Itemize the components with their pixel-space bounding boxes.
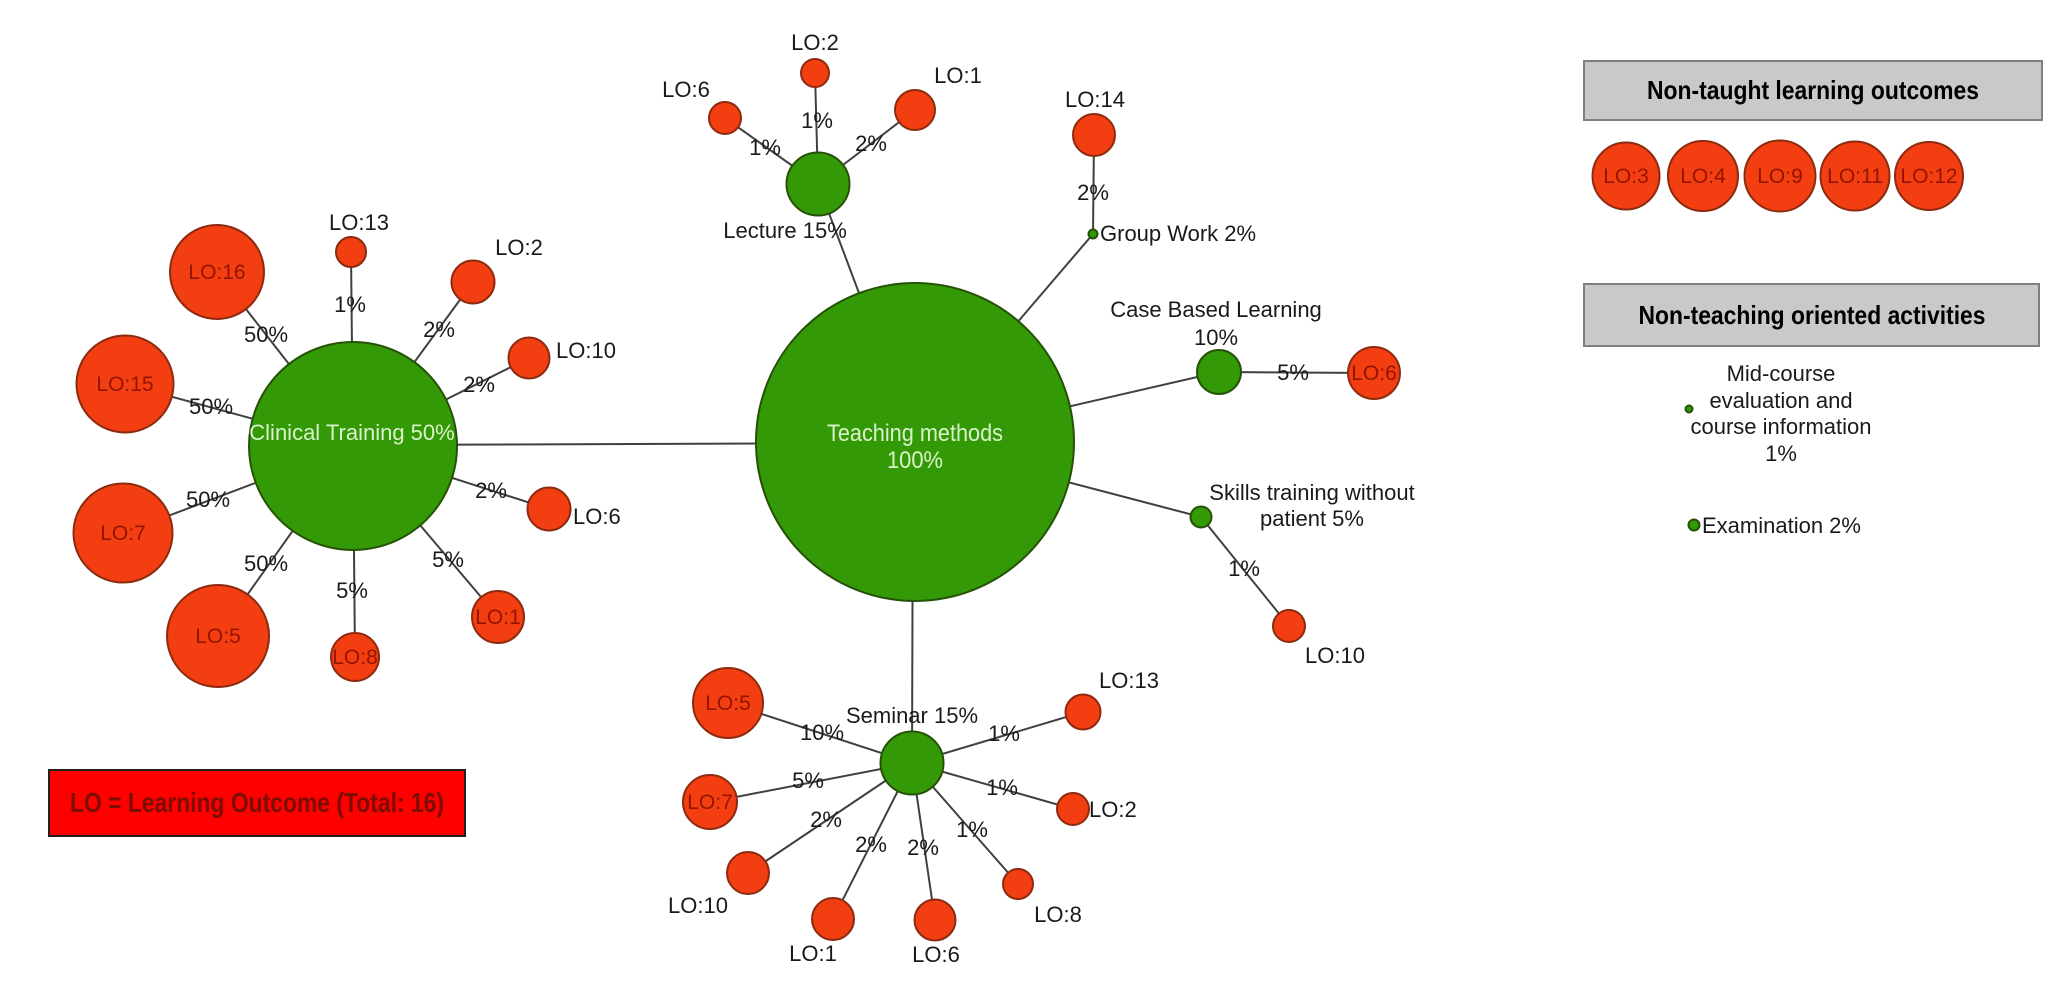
svg-text:LO:12: LO:12 [1900,165,1957,188]
svg-text:LO:8: LO:8 [332,646,378,669]
svg-text:patient 5%: patient 5% [1260,506,1364,531]
svg-text:LO:10: LO:10 [668,893,728,918]
svg-text:LO = Learning Outcome (Total:: LO = Learning Outcome (Total: 16) [70,787,444,818]
svg-text:2%: 2% [463,372,495,397]
svg-text:LO:4: LO:4 [1680,165,1726,188]
svg-text:LO:13: LO:13 [329,210,389,235]
svg-text:100%: 100% [887,447,943,474]
svg-text:1%: 1% [1765,441,1797,466]
svg-text:LO:14: LO:14 [1065,87,1125,112]
svg-text:LO:6: LO:6 [1351,362,1397,385]
svg-text:LO:2: LO:2 [791,30,839,55]
svg-text:LO:15: LO:15 [96,373,153,396]
svg-text:5%: 5% [336,578,368,603]
svg-text:10%: 10% [800,720,844,745]
svg-text:2%: 2% [810,807,842,832]
svg-text:Non-teaching oriented activiti: Non-teaching oriented activities [1639,300,1986,330]
svg-text:10%: 10% [1194,325,1238,350]
svg-text:LO:3: LO:3 [1603,165,1649,188]
svg-text:LO:7: LO:7 [687,791,733,814]
svg-text:LO:1: LO:1 [934,63,982,88]
svg-text:LO:10: LO:10 [1305,643,1365,668]
svg-text:50%: 50% [189,394,233,419]
svg-text:Examination 2%: Examination 2% [1702,513,1861,538]
svg-text:Non-taught learning outcomes: Non-taught learning outcomes [1647,75,1979,105]
svg-text:LO:6: LO:6 [573,504,621,529]
svg-text:LO:2: LO:2 [1089,797,1137,822]
svg-text:2%: 2% [855,832,887,857]
svg-text:LO:13: LO:13 [1099,668,1159,693]
svg-text:LO:1: LO:1 [789,941,837,966]
svg-text:Seminar 15%: Seminar 15% [846,703,978,728]
svg-text:1%: 1% [801,108,833,133]
svg-text:Skills training without: Skills training without [1209,480,1414,505]
svg-text:1%: 1% [334,292,366,317]
svg-text:Lecture 15%: Lecture 15% [723,218,847,243]
svg-text:LO:7: LO:7 [100,522,146,545]
svg-text:2%: 2% [475,478,507,503]
svg-text:evaluation and: evaluation and [1709,388,1852,413]
svg-text:Clinical Training 50%: Clinical Training 50% [249,420,454,445]
svg-text:LO:11: LO:11 [1827,165,1883,188]
svg-text:LO:16: LO:16 [188,261,245,284]
svg-text:1%: 1% [986,775,1018,800]
svg-text:2%: 2% [907,835,939,860]
svg-text:50%: 50% [186,487,230,512]
svg-text:5%: 5% [792,768,824,793]
svg-text:LO:9: LO:9 [1757,165,1803,188]
svg-text:5%: 5% [1277,360,1309,385]
svg-text:1%: 1% [749,135,781,160]
svg-text:2%: 2% [1077,180,1109,205]
svg-text:LO:10: LO:10 [556,338,616,363]
svg-text:2%: 2% [423,317,455,342]
svg-text:LO:6: LO:6 [662,77,710,102]
svg-text:LO:6: LO:6 [912,942,960,967]
svg-text:LO:5: LO:5 [195,625,241,648]
svg-text:2%: 2% [855,131,887,156]
svg-text:1%: 1% [1228,556,1260,581]
svg-text:1%: 1% [956,817,988,842]
svg-text:50%: 50% [244,322,288,347]
svg-text:1%: 1% [988,721,1020,746]
svg-text:LO:1: LO:1 [475,606,521,629]
svg-text:5%: 5% [432,547,464,572]
svg-text:Teaching methods: Teaching methods [827,420,1003,447]
svg-text:LO:2: LO:2 [495,235,543,260]
svg-text:50%: 50% [244,551,288,576]
svg-text:Case Based Learning: Case Based Learning [1110,297,1322,322]
svg-text:Mid-course: Mid-course [1727,361,1836,386]
svg-text:course information: course information [1691,414,1872,439]
svg-text:LO:5: LO:5 [705,692,751,715]
svg-text:LO:8: LO:8 [1034,902,1082,927]
svg-text:Group Work 2%: Group Work 2% [1100,221,1256,246]
